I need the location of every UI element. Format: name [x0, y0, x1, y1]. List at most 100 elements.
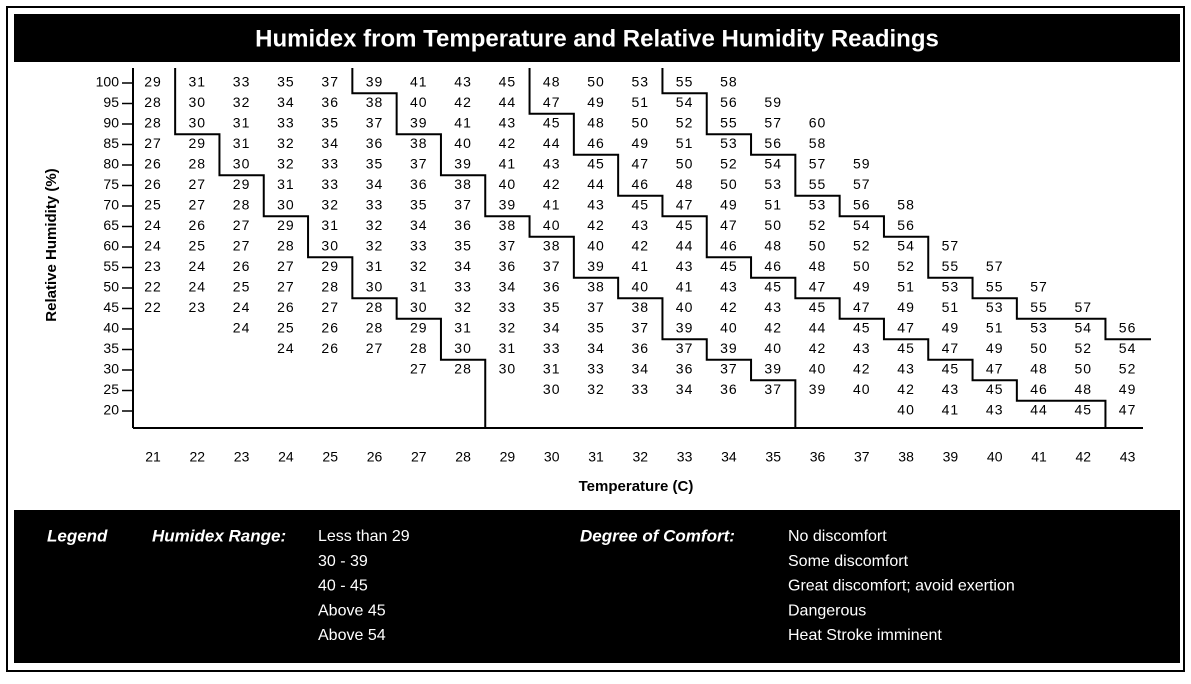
humidex-cell: 24: [233, 299, 251, 315]
humidex-cell: 54: [676, 94, 694, 110]
humidex-cell: 33: [543, 340, 561, 356]
humidex-cell: 55: [942, 258, 960, 274]
humidex-cell: 24: [144, 238, 162, 254]
humidex-cell: 35: [277, 74, 295, 90]
humidex-cell: 39: [410, 115, 428, 131]
comfort-label: Degree of Comfort:: [580, 526, 735, 545]
humidex-cell: 40: [897, 402, 915, 418]
humidex-cell: 26: [144, 156, 162, 172]
humidex-cell: 43: [499, 115, 517, 131]
humidex-cell: 45: [720, 258, 738, 274]
humidex-cell: 40: [676, 299, 694, 315]
humidex-cell: 42: [809, 340, 827, 356]
humidex-cell: 34: [410, 217, 428, 233]
humidex-cell: 40: [632, 279, 650, 295]
humidex-cell: 43: [676, 258, 694, 274]
humidex-cell: 25: [233, 279, 251, 295]
humidex-cell: 35: [410, 197, 428, 213]
y-tick-label: 25: [103, 381, 119, 397]
humidex-cell: 31: [499, 340, 517, 356]
x-tick-label: 38: [898, 449, 914, 465]
humidex-cell: 43: [632, 217, 650, 233]
humidex-cell: 27: [233, 217, 251, 233]
humidex-cell: 36: [543, 279, 561, 295]
humidex-cell: 35: [321, 115, 339, 131]
y-tick-label: 85: [103, 135, 119, 151]
humidex-cell: 23: [189, 299, 207, 315]
x-tick-label: 32: [633, 449, 649, 465]
humidex-cell: 30: [410, 299, 428, 315]
humidex-cell: 39: [809, 381, 827, 397]
y-tick-label: 50: [103, 279, 119, 295]
y-tick-label: 80: [103, 156, 119, 172]
humidex-cell: 34: [366, 176, 384, 192]
y-tick-label: 70: [103, 197, 119, 213]
humidex-cell: 49: [632, 135, 650, 151]
humidex-cell: 28: [321, 279, 339, 295]
humidex-cell: 27: [366, 340, 384, 356]
humidex-cell: 54: [897, 238, 915, 254]
humidex-cell: 53: [720, 135, 738, 151]
humidex-cell: 29: [410, 320, 428, 336]
humidex-cell: 41: [942, 402, 960, 418]
humidex-cell: 45: [809, 299, 827, 315]
humidex-cell: 51: [897, 279, 915, 295]
humidex-cell: 30: [499, 361, 517, 377]
humidex-cell: 27: [144, 135, 162, 151]
humidex-cell: 43: [454, 74, 472, 90]
humidex-cell: 43: [764, 299, 782, 315]
humidex-cell: 37: [543, 258, 561, 274]
humidex-cell: 31: [454, 320, 472, 336]
humidex-cell: 36: [410, 176, 428, 192]
humidex-cell: 41: [410, 74, 428, 90]
humidex-cell: 30: [321, 238, 339, 254]
humidex-cell: 27: [321, 299, 339, 315]
humidex-cell: 38: [499, 217, 517, 233]
humidex-cell: 53: [632, 74, 650, 90]
y-tick-label: 30: [103, 361, 119, 377]
humidex-cell: 26: [321, 320, 339, 336]
humidex-cell: 22: [144, 279, 162, 295]
humidex-cell: 35: [543, 299, 561, 315]
humidex-cell: 40: [499, 176, 517, 192]
humidex-cell: 37: [587, 299, 605, 315]
humidex-cell: 34: [543, 320, 561, 336]
humidex-cell: 40: [720, 320, 738, 336]
humidex-cell: 29: [189, 135, 207, 151]
humidex-cell: 27: [277, 279, 295, 295]
humidex-cell: 57: [942, 238, 960, 254]
humidex-cell: 56: [720, 94, 738, 110]
y-tick-label: 45: [103, 299, 119, 315]
humidex-cell: 57: [764, 115, 782, 131]
humidex-cell: 28: [410, 340, 428, 356]
humidex-cell: 45: [543, 115, 561, 131]
humidex-cell: 54: [1075, 320, 1093, 336]
humidex-cell: 52: [1119, 361, 1137, 377]
humidex-cell: 34: [454, 258, 472, 274]
humidex-cell: 33: [321, 156, 339, 172]
humidex-cell: 56: [764, 135, 782, 151]
humidex-cell: 28: [366, 299, 384, 315]
humidex-cell: 46: [1030, 381, 1048, 397]
x-tick-label: 24: [278, 449, 294, 465]
humidex-cell: 31: [233, 135, 251, 151]
humidex-cell: 38: [543, 238, 561, 254]
humidex-cell: 32: [454, 299, 472, 315]
humidex-cell: 28: [144, 94, 162, 110]
humidex-cell: 24: [189, 279, 207, 295]
x-tick-label: 29: [500, 449, 516, 465]
humidex-cell: 56: [1119, 320, 1137, 336]
humidex-cell: 46: [587, 135, 605, 151]
humidex-cell: 44: [676, 238, 694, 254]
x-tick-label: 27: [411, 449, 427, 465]
range-item: 40 - 45: [318, 578, 368, 595]
humidex-cell: 34: [277, 94, 295, 110]
humidex-cell: 30: [277, 197, 295, 213]
humidex-cell: 48: [543, 74, 561, 90]
humidex-cell: 54: [764, 156, 782, 172]
y-tick-label: 90: [103, 115, 119, 131]
humidex-cell: 39: [499, 197, 517, 213]
humidex-cell: 41: [676, 279, 694, 295]
humidex-cell: 31: [321, 217, 339, 233]
humidex-cell: 53: [809, 197, 827, 213]
